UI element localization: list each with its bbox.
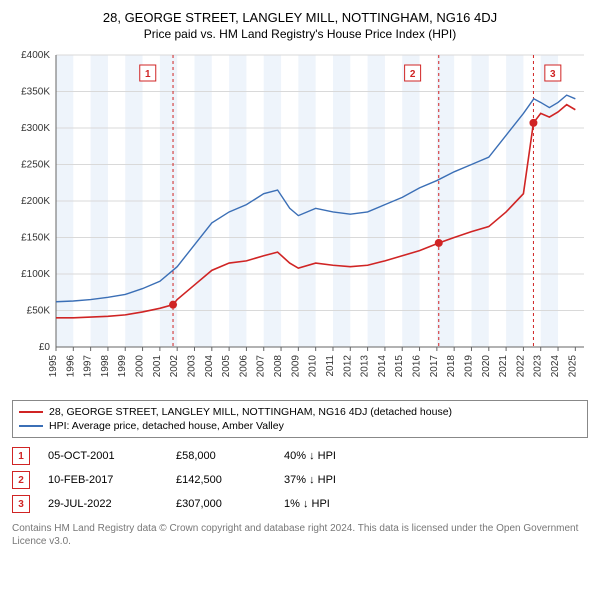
svg-text:2000: 2000	[135, 355, 146, 378]
svg-text:2005: 2005	[221, 355, 232, 378]
svg-text:2: 2	[410, 69, 416, 80]
svg-text:2025: 2025	[567, 355, 578, 378]
svg-text:2018: 2018	[446, 355, 457, 378]
svg-text:2004: 2004	[204, 355, 215, 378]
marker-badge: 1	[12, 447, 30, 465]
svg-text:1: 1	[145, 69, 151, 80]
svg-text:2013: 2013	[360, 355, 371, 378]
svg-text:1998: 1998	[100, 355, 111, 378]
legend-label: HPI: Average price, detached house, Ambe…	[49, 420, 284, 432]
tx-price: £142,500	[176, 474, 266, 486]
marker-badge: 2	[12, 471, 30, 489]
legend-item: 28, GEORGE STREET, LANGLEY MILL, NOTTING…	[19, 405, 581, 419]
svg-text:2010: 2010	[308, 355, 319, 378]
svg-text:2024: 2024	[550, 355, 561, 378]
legend-swatch	[19, 425, 43, 427]
svg-text:£350K: £350K	[21, 87, 50, 98]
legend-label: 28, GEORGE STREET, LANGLEY MILL, NOTTING…	[49, 406, 452, 418]
svg-text:2006: 2006	[238, 355, 249, 378]
svg-text:2021: 2021	[498, 355, 509, 378]
tx-hpi: 40% ↓ HPI	[284, 450, 394, 462]
svg-text:2022: 2022	[515, 355, 526, 378]
marker-badge: 3	[12, 495, 30, 513]
svg-text:£300K: £300K	[21, 123, 50, 134]
svg-text:£250K: £250K	[21, 160, 50, 171]
tx-date: 05-OCT-2001	[48, 450, 158, 462]
line-chart: £0 £50K £100K £150K £200K £250K £300K £350K £400…	[8, 47, 592, 387]
tx-date: 10-FEB-2017	[48, 474, 158, 486]
svg-text:1996: 1996	[65, 355, 76, 378]
tx-price: £307,000	[176, 498, 266, 510]
svg-text:£150K: £150K	[21, 233, 50, 244]
footnote: Contains HM Land Registry data © Crown c…	[12, 522, 588, 548]
legend-item: HPI: Average price, detached house, Ambe…	[19, 419, 581, 433]
chart-container: 28, GEORGE STREET, LANGLEY MILL, NOTTING…	[0, 0, 600, 556]
table-row: 3 29-JUL-2022 £307,000 1% ↓ HPI	[12, 492, 588, 516]
page-title: 28, GEORGE STREET, LANGLEY MILL, NOTTING…	[8, 10, 592, 25]
svg-text:2001: 2001	[152, 355, 163, 378]
svg-text:1999: 1999	[117, 355, 128, 378]
svg-text:£0: £0	[39, 342, 51, 353]
svg-text:£50K: £50K	[27, 306, 51, 317]
transaction-table: 1 05-OCT-2001 £58,000 40% ↓ HPI 2 10-FEB…	[12, 444, 588, 516]
svg-text:1995: 1995	[48, 355, 59, 378]
svg-text:2017: 2017	[429, 355, 440, 378]
svg-text:2020: 2020	[481, 355, 492, 378]
svg-text:2007: 2007	[256, 355, 267, 378]
svg-text:2023: 2023	[533, 355, 544, 378]
svg-text:2019: 2019	[463, 355, 474, 378]
table-row: 2 10-FEB-2017 £142,500 37% ↓ HPI	[12, 468, 588, 492]
svg-text:£100K: £100K	[21, 269, 50, 280]
svg-text:2008: 2008	[273, 355, 284, 378]
table-row: 1 05-OCT-2001 £58,000 40% ↓ HPI	[12, 444, 588, 468]
tx-hpi: 37% ↓ HPI	[284, 474, 394, 486]
svg-text:2002: 2002	[169, 355, 180, 378]
svg-text:£400K: £400K	[21, 50, 50, 61]
svg-text:2014: 2014	[377, 355, 388, 378]
svg-text:2011: 2011	[325, 355, 336, 377]
tx-price: £58,000	[176, 450, 266, 462]
tx-hpi: 1% ↓ HPI	[284, 498, 394, 510]
legend-swatch	[19, 411, 43, 413]
svg-text:3: 3	[550, 69, 556, 80]
svg-text:2015: 2015	[394, 355, 405, 378]
chart-area: £0 £50K £100K £150K £200K £250K £300K £350K £400…	[8, 47, 592, 392]
page-subtitle: Price paid vs. HM Land Registry's House …	[8, 27, 592, 41]
svg-text:£200K: £200K	[21, 196, 50, 207]
svg-text:2009: 2009	[290, 355, 301, 378]
svg-text:2003: 2003	[186, 355, 197, 378]
svg-text:1997: 1997	[83, 355, 94, 378]
tx-date: 29-JUL-2022	[48, 498, 158, 510]
legend: 28, GEORGE STREET, LANGLEY MILL, NOTTING…	[12, 400, 588, 438]
svg-text:2012: 2012	[342, 355, 353, 378]
svg-text:2016: 2016	[412, 355, 423, 378]
